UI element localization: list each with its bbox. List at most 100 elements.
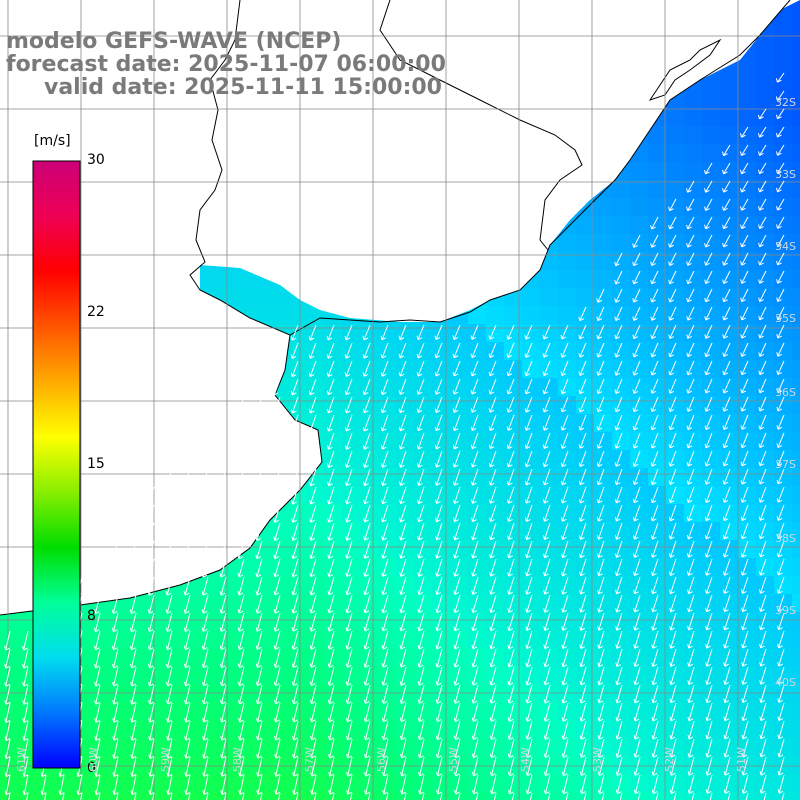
speed-cell [684,720,702,738]
wind-arrow [238,774,245,795]
speed-cell [504,576,522,594]
wind-arrow [454,756,461,777]
wind-arrow [524,396,533,413]
speed-cell [522,558,540,576]
wind-arrow [147,612,155,633]
wind-arrow [255,594,263,614]
wind-arrow [579,630,587,649]
wind-arrow [362,450,371,468]
speed-cell [684,90,702,108]
wind-arrow [686,198,695,212]
speed-cell [234,612,252,630]
speed-cell [738,252,756,270]
lat-label: 37S [775,458,796,471]
wind-arrow [489,684,497,704]
wind-arrow [274,720,281,741]
speed-cell [108,738,126,756]
speed-cell [360,468,378,486]
wind-arrow [453,612,461,632]
wind-arrow [255,558,263,578]
wind-arrow [166,720,173,741]
lon-label: 54W [519,747,532,772]
wind-arrow [309,558,317,578]
speed-cell [756,126,774,144]
speed-cell [450,756,468,774]
wind-arrow [98,792,101,800]
wind-arrow [757,108,767,120]
speed-cell [306,558,324,576]
wind-arrow [723,756,731,776]
speed-cell [18,666,36,684]
wind-arrow [776,216,785,229]
wind-arrow [309,468,317,487]
wind-arrow [651,612,659,631]
wind-arrow [543,702,551,722]
speed-cell [648,522,666,540]
wind-arrow [759,612,767,631]
wind-arrow [489,702,497,722]
speed-cell [540,558,558,576]
wind-arrow [637,792,641,800]
speed-cell [414,378,432,396]
wind-arrow [130,702,137,723]
speed-cell [108,630,126,648]
speed-cell [162,630,180,648]
speed-cell [234,576,252,594]
speed-cell [684,504,702,522]
wind-arrow [543,576,551,595]
wind-arrow [434,342,443,359]
wind-arrow [524,432,533,450]
wind-arrow [524,468,533,486]
wind-arrow [632,504,641,522]
speed-cell [594,414,612,432]
wind-arrow [291,684,299,705]
wind-arrow [632,414,641,431]
speed-cell [468,756,486,774]
wind-arrow [686,504,695,522]
speed-cell [468,540,486,558]
wind-arrow [362,360,371,377]
wind-arrow [309,576,317,596]
wind-arrow [488,360,497,377]
speed-cell [756,630,774,648]
wind-arrow [26,792,29,800]
speed-cell [666,576,684,594]
wind-arrow [62,792,65,800]
wind-arrow [579,738,587,758]
wind-arrow [723,720,731,740]
speed-cell [738,54,756,72]
wind-arrow [254,396,263,414]
wind-arrow [578,342,587,358]
lon-label: 51W [735,747,748,772]
wind-arrow [597,594,605,613]
wind-arrow [380,342,389,359]
wind-arrow [722,414,731,430]
speed-cell [756,72,774,90]
speed-cell [216,702,234,720]
speed-cell [630,594,648,612]
speed-cell [522,450,540,468]
speed-cell [396,612,414,630]
speed-cell [576,612,594,630]
wind-arrow [381,648,389,668]
speed-cell [450,738,468,756]
speed-cell [432,468,450,486]
speed-cell [648,234,666,252]
wind-arrow [398,360,407,377]
speed-cell [612,594,630,612]
speed-cell [756,36,774,54]
speed-cell [792,360,800,378]
wind-arrow [614,504,623,522]
speed-cell [216,738,234,756]
speed-cell [738,666,756,684]
wind-arrow [452,378,461,395]
wind-arrow [776,162,785,175]
speed-cell [396,648,414,666]
wind-arrow [93,612,101,633]
speed-cell [558,522,576,540]
speed-cell [612,774,630,792]
wind-arrow [219,594,227,614]
speed-cell [792,666,800,684]
wind-arrow [255,504,263,523]
colorbar [32,160,81,769]
